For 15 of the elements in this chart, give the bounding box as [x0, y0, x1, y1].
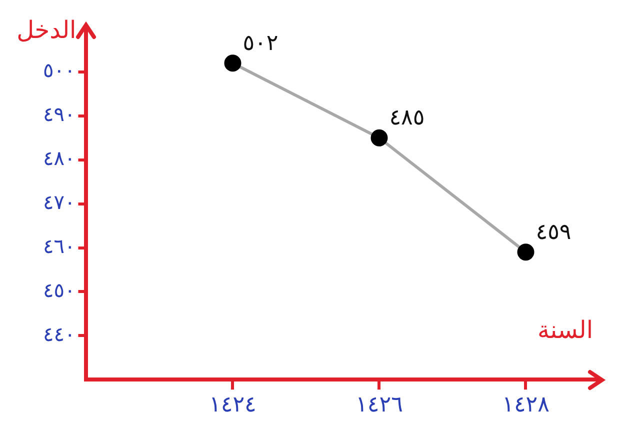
data-label: ٤٥٩: [536, 220, 572, 245]
y-tick-label: ٤٩٠: [42, 102, 76, 126]
y-tick-label: ٤٨٠: [42, 146, 76, 170]
x-tick-label: ١٤٢٤: [209, 392, 256, 418]
x-tick-label: ١٤٢٨: [502, 392, 550, 418]
x-tick-label: ١٤٢٦: [356, 392, 403, 418]
data-label: ٤٨٥: [389, 106, 425, 131]
x-axis-title: السنة: [538, 316, 593, 344]
data-label: ٥٠٢: [242, 30, 278, 56]
y-axis-title: الدخل: [16, 16, 76, 44]
y-tick-label: ٤٤٠: [42, 322, 76, 346]
y-tick-label: ٥٠٠: [42, 58, 76, 82]
y-tick-label: ٤٦٠: [42, 234, 76, 258]
y-tick-label: ٤٧٠: [42, 190, 76, 214]
y-tick-label: ٤٥٠: [42, 278, 76, 302]
